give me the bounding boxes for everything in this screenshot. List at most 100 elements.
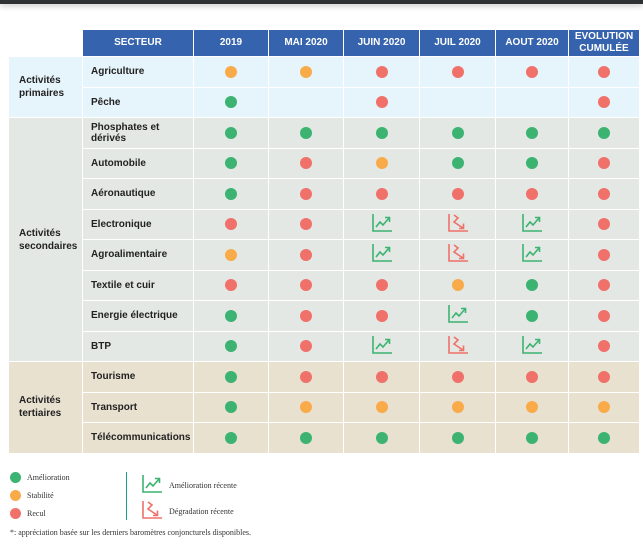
status-cell [269, 392, 343, 422]
table-header-row: SECTEUR 2019 MAI 2020 JUIN 2020 JUIL 2020 AOU… [9, 30, 639, 56]
orange-dot-icon [451, 401, 464, 414]
status-cell [194, 301, 268, 331]
status-cell [269, 301, 343, 331]
trend-up-icon [371, 335, 393, 358]
green-dot-icon [225, 370, 237, 383]
green-dot-icon [225, 187, 237, 200]
table-row: Activités secondaires Phosphates et dériv… [9, 118, 639, 361]
orange-dot-icon [598, 401, 610, 414]
status-cell [194, 87, 268, 117]
status-cell [496, 270, 568, 300]
status-cell [344, 57, 419, 87]
status-cell [496, 57, 568, 87]
status-cell [569, 148, 639, 178]
red-dot-icon [375, 370, 388, 383]
sector-name: BTP [83, 331, 193, 361]
status-cell [496, 240, 568, 270]
status-cell [420, 270, 495, 300]
red-dot-icon [526, 370, 538, 383]
status-cell [269, 118, 343, 148]
red-dot-icon [300, 309, 312, 322]
group-label: Activités primaires [9, 57, 82, 117]
status-cell [496, 148, 568, 178]
trend-up-icon [521, 243, 543, 266]
status-cell [496, 209, 568, 239]
status-cell [420, 148, 495, 178]
status-cell [344, 209, 419, 239]
status-cell [420, 118, 495, 148]
trend-down-icon [447, 213, 469, 236]
red-dot-icon [598, 370, 610, 383]
red-dot-icon [598, 96, 610, 109]
status-cell [194, 423, 268, 453]
legend: Amélioration Stabilité Recul Amélioratio… [10, 470, 350, 540]
column-header: EVOLUTION CUMULÉE [569, 30, 639, 56]
sector-name: Energie électrique [83, 301, 193, 331]
green-dot-icon [225, 431, 237, 444]
legend-label: Dégradation récente [169, 506, 234, 516]
status-cell [420, 57, 495, 87]
status-cell [420, 362, 495, 392]
red-dot-icon [598, 248, 610, 261]
status-cell [496, 87, 568, 117]
green-dot-icon [225, 340, 237, 353]
status-cell [569, 362, 639, 392]
red-dot-icon [375, 96, 388, 109]
red-dot-icon [375, 309, 388, 322]
status-cell [569, 331, 639, 361]
status-cell [269, 87, 343, 117]
red-dot-icon [300, 218, 312, 231]
status-cell [194, 57, 268, 87]
trend-up-icon [141, 474, 163, 496]
status-cell [420, 301, 495, 331]
sector-name: Transport [83, 392, 193, 422]
green-dot-icon [451, 431, 464, 444]
sector-name: Agriculture [83, 57, 193, 87]
status-cell [194, 270, 268, 300]
status-cell [569, 118, 639, 148]
green-dot-icon [451, 157, 464, 170]
legend-label: Stabilité [27, 491, 54, 500]
legend-label: Amélioration récente [169, 480, 237, 490]
legend-divider [126, 472, 127, 520]
red-dot-icon [526, 187, 538, 200]
green-dot-icon [598, 126, 610, 139]
green-dot-icon [225, 309, 237, 322]
status-cell [496, 331, 568, 361]
status-cell [420, 87, 495, 117]
status-cell [569, 240, 639, 270]
red-dot-icon [598, 65, 610, 78]
green-dot-icon [526, 309, 538, 322]
trend-up-icon [521, 335, 543, 358]
sector-name: Pêche [83, 87, 193, 117]
status-cell [496, 362, 568, 392]
status-cell [269, 270, 343, 300]
table-row: Textile et cuir [9, 270, 639, 300]
green-dot-icon [375, 126, 388, 139]
table-row: Energie électrique [9, 301, 639, 331]
green-dot-icon [598, 431, 610, 444]
orange-dot-icon [300, 65, 312, 78]
legend-amelioration-recente: Amélioration récente [141, 474, 237, 496]
trend-up-icon [371, 213, 393, 236]
status-cell [194, 118, 268, 148]
sector-name: Tourisme [83, 362, 193, 392]
green-dot-icon [225, 401, 237, 414]
status-cell [344, 148, 419, 178]
legend-degradation-recente: Dégradation récente [141, 500, 234, 522]
status-cell [269, 331, 343, 361]
column-header: MAI 2020 [269, 30, 343, 56]
red-dot-icon [598, 157, 610, 170]
green-dot-icon [225, 126, 237, 139]
trend-down-icon [141, 500, 163, 522]
red-dot-icon [451, 65, 464, 78]
status-cell [569, 209, 639, 239]
red-dot-icon [300, 370, 312, 383]
status-cell [420, 331, 495, 361]
green-dot-icon [300, 126, 312, 139]
status-cell [420, 240, 495, 270]
red-dot-icon [598, 218, 610, 231]
status-cell [496, 118, 568, 148]
red-dot-icon [375, 187, 388, 200]
table-row: Aéronautique [9, 179, 639, 209]
